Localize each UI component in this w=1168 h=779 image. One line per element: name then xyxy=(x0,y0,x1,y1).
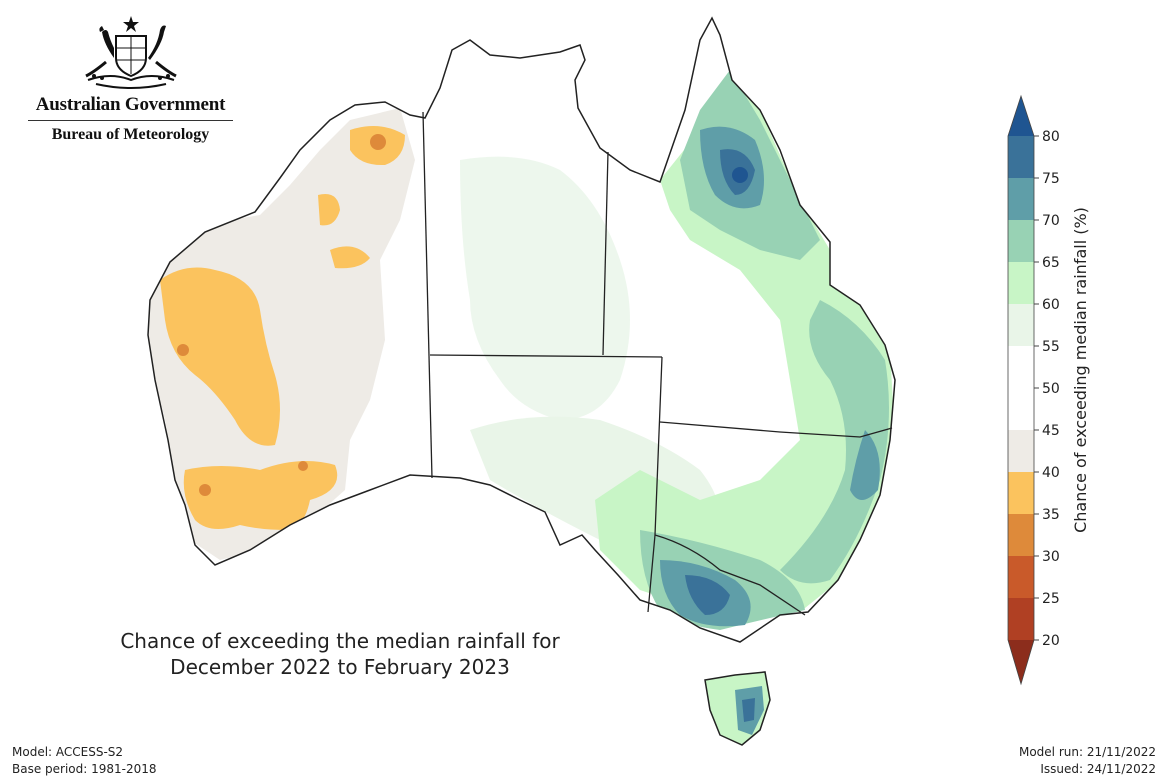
region-35-40-kimberley xyxy=(318,194,340,226)
legend-bin-25-30 xyxy=(1008,556,1034,598)
legend-arrow-bottom xyxy=(1008,640,1034,684)
legend-tick-label: 20 xyxy=(1042,633,1060,649)
region-80-plus xyxy=(732,167,748,183)
region-30-35-spot-4 xyxy=(298,461,308,471)
state-borders xyxy=(422,111,893,616)
legend-bin-75-80 xyxy=(1008,136,1034,178)
border-qld-nsw xyxy=(659,421,893,438)
legend-bins xyxy=(1007,94,1035,686)
legend-bin-35-40 xyxy=(1008,472,1034,514)
legend-tick-label: 75 xyxy=(1042,171,1060,187)
legend-tick-label: 45 xyxy=(1042,423,1060,439)
border-wa xyxy=(422,111,433,479)
region-70-75-nsw xyxy=(850,430,880,500)
legend-tick-label: 50 xyxy=(1042,381,1060,397)
legend-title-svg: Chance of exceeding median rainfall (%) xyxy=(1071,207,1090,533)
legend-bin-55-60 xyxy=(1008,304,1034,346)
legend-bin-60-65 xyxy=(1008,262,1034,304)
footer-left: Model: ACCESS-S2 Base period: 1981-2018 xyxy=(12,744,157,778)
legend-tick-label: 30 xyxy=(1042,549,1060,565)
bom-logo: Australian Government Bureau of Meteorol… xyxy=(28,14,233,154)
model-run-date: Model run: 21/11/2022 xyxy=(1018,745,1156,759)
legend-bin-65-70 xyxy=(1008,220,1034,262)
region-35-40-pilbara xyxy=(160,267,280,446)
map-title: Chance of exceeding the median rainfall … xyxy=(60,628,620,680)
region-40-45-west xyxy=(148,108,415,560)
region-30-35-spot-2 xyxy=(177,344,189,356)
border-nt-qld xyxy=(602,151,609,356)
region-75-80-victoria xyxy=(685,575,730,615)
region-60-65-east xyxy=(595,70,895,612)
logo-divider xyxy=(28,120,233,121)
issued-date: Issued: 24/11/2022 xyxy=(1040,762,1156,776)
org-name: Australian Government xyxy=(35,94,226,115)
agency-name: Bureau of Meteorology xyxy=(51,126,210,143)
base-period: Base period: 1981-2018 xyxy=(12,762,157,776)
australia-rainfall-map xyxy=(147,17,896,746)
legend-arrow-top xyxy=(1008,96,1034,136)
legend-bin-50-55 xyxy=(1008,346,1034,388)
model-name: Model: ACCESS-S2 xyxy=(12,745,124,759)
legend-colorbar: 20 25 30 35 40 45 50 55 60 65 70 75 80 xyxy=(1007,94,1060,686)
legend-bin-40-45 xyxy=(1008,430,1034,472)
legend-tick-label: 25 xyxy=(1042,591,1060,607)
map-title-line-1: Chance of exceeding the median rainfall … xyxy=(120,629,560,653)
region-55-60-central xyxy=(460,156,630,420)
region-30-35-spot-1 xyxy=(370,134,386,150)
region-35-40-interior xyxy=(330,246,370,269)
map-title-line-2: December 2022 to February 2023 xyxy=(170,655,510,679)
legend-tick-label: 35 xyxy=(1042,507,1060,523)
footer-right: Model run: 21/11/2022 Issued: 24/11/2022 xyxy=(1019,744,1156,778)
legend-bin-30-35 xyxy=(1008,514,1034,556)
legend-bin-70-75 xyxy=(1008,178,1034,220)
legend-tick-label: 60 xyxy=(1042,297,1060,313)
legend-tick-label: 65 xyxy=(1042,255,1060,271)
legend-title-container: Chance of exceeding median rainfall (%) xyxy=(1068,140,1098,600)
legend-tick-label: 40 xyxy=(1042,465,1060,481)
rainfall-shading xyxy=(148,70,895,630)
border-nt-sa xyxy=(429,354,663,358)
legend-bin-20-25 xyxy=(1008,598,1034,640)
legend-title: Chance of exceeding median rainfall (%) xyxy=(1071,207,1090,533)
legend-tick-label: 70 xyxy=(1042,213,1060,229)
region-30-35-spot-3 xyxy=(199,484,211,496)
border-nsw-vic xyxy=(654,534,806,616)
legend-bin-45-50 xyxy=(1008,388,1034,430)
legend-tick-label: 80 xyxy=(1042,129,1060,145)
coat-of-arms-icon xyxy=(84,16,177,89)
region-35-40-southwest xyxy=(183,461,338,530)
legend-ticks: 20 25 30 35 40 45 50 55 60 65 70 75 80 xyxy=(1034,129,1060,649)
region-65-70-nsw-coast xyxy=(780,300,889,584)
legend-tick-label: 55 xyxy=(1042,339,1060,355)
tasmania-core-shading xyxy=(742,698,755,722)
